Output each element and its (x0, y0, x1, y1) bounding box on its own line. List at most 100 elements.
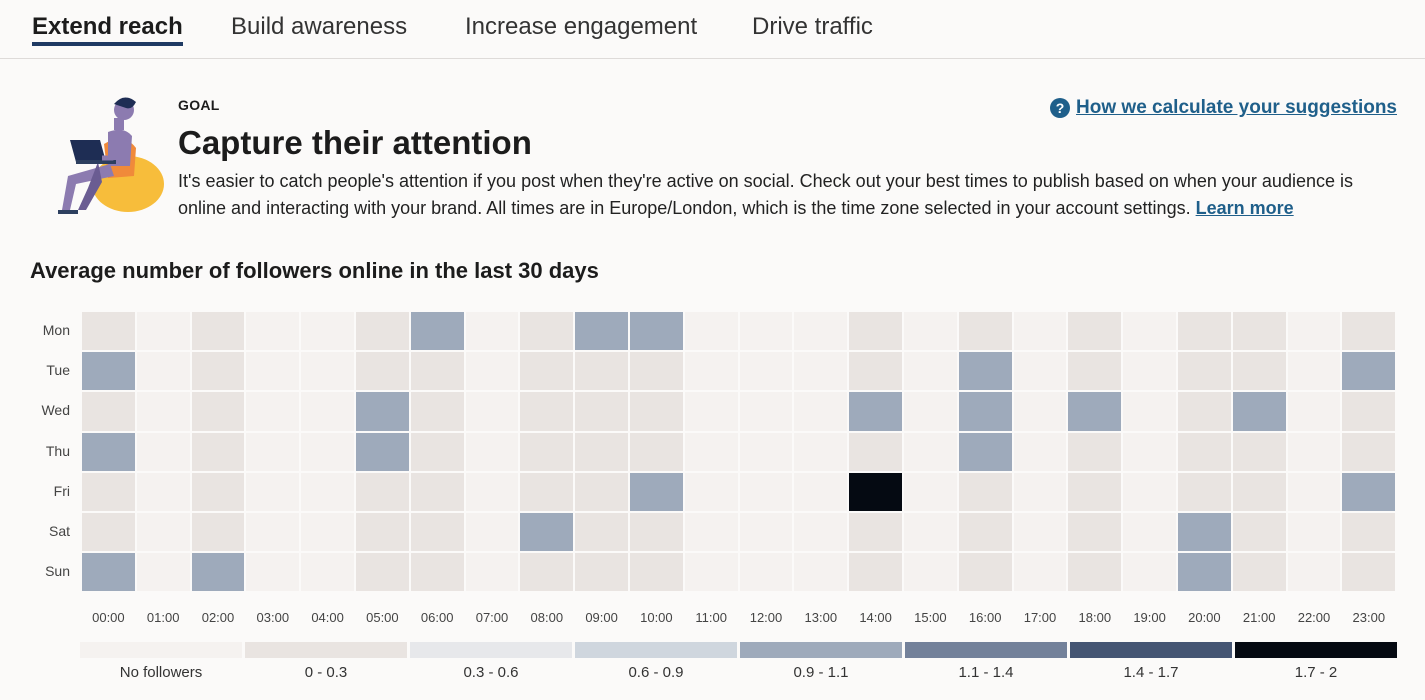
heatmap-cell-mon-1700[interactable] (1013, 312, 1067, 351)
heatmap-cell-sun-1000[interactable] (630, 553, 683, 592)
heatmap-cell-wed-1900[interactable] (1123, 392, 1176, 431)
heatmap-cell-mon-2200[interactable] (1287, 312, 1341, 351)
heatmap-cell-mon-0800[interactable] (520, 312, 574, 351)
heatmap-cell-tue-2000[interactable] (1178, 352, 1231, 391)
heatmap-cell-fri-1900[interactable] (1123, 472, 1176, 511)
heatmap-cell-sun-2100[interactable] (1232, 553, 1286, 592)
learn-more-link[interactable]: Learn more (1195, 198, 1294, 218)
heatmap-cell-tue-0700[interactable] (465, 352, 519, 391)
heatmap-cell-wed-1300[interactable] (794, 392, 848, 431)
heatmap-cell-fri-2300[interactable] (1342, 472, 1396, 511)
heatmap-cell-thu-1000[interactable] (630, 432, 683, 471)
heatmap-cell-sun-0600[interactable] (410, 553, 464, 592)
heatmap-cell-wed-2300[interactable] (1342, 392, 1396, 431)
heatmap-cell-sat-1200[interactable] (739, 513, 793, 552)
heatmap-cell-fri-0900[interactable] (575, 472, 628, 511)
heatmap-cell-fri-1800[interactable] (1068, 472, 1122, 511)
heatmap-cell-fri-0400[interactable] (301, 472, 354, 511)
heatmap-cell-fri-0000[interactable] (82, 472, 135, 511)
heatmap-cell-sun-2200[interactable] (1287, 553, 1341, 592)
heatmap-cell-thu-0200[interactable] (191, 432, 245, 471)
heatmap-cell-wed-2000[interactable] (1178, 392, 1231, 431)
heatmap-cell-fri-1700[interactable] (1013, 472, 1067, 511)
heatmap-cell-fri-0600[interactable] (410, 472, 464, 511)
heatmap-cell-wed-1500[interactable] (904, 392, 957, 431)
heatmap-cell-sat-1000[interactable] (630, 513, 683, 552)
heatmap-cell-tue-1900[interactable] (1123, 352, 1176, 391)
heatmap-cell-mon-0100[interactable] (136, 312, 190, 351)
heatmap-cell-fri-0500[interactable] (356, 472, 409, 511)
heatmap-cell-thu-1500[interactable] (904, 432, 957, 471)
heatmap-cell-tue-1400[interactable] (849, 352, 902, 391)
heatmap-cell-mon-0600[interactable] (410, 312, 464, 351)
heatmap-cell-wed-2100[interactable] (1232, 392, 1286, 431)
heatmap-cell-thu-0100[interactable] (136, 432, 190, 471)
heatmap-cell-thu-1800[interactable] (1068, 432, 1122, 471)
heatmap-cell-sun-0400[interactable] (301, 553, 354, 592)
heatmap-cell-tue-1800[interactable] (1068, 352, 1122, 391)
heatmap-cell-wed-0100[interactable] (136, 392, 190, 431)
heatmap-cell-mon-2100[interactable] (1232, 312, 1286, 351)
heatmap-cell-fri-2200[interactable] (1287, 472, 1341, 511)
heatmap-cell-thu-1300[interactable] (794, 432, 848, 471)
heatmap-cell-tue-1500[interactable] (904, 352, 957, 391)
heatmap-cell-sat-1500[interactable] (904, 513, 957, 552)
heatmap-cell-thu-1100[interactable] (684, 432, 738, 471)
heatmap-cell-tue-0800[interactable] (520, 352, 574, 391)
heatmap-cell-sun-0900[interactable] (575, 553, 628, 592)
tab-increase-engagement[interactable]: Increase engagement (465, 13, 698, 40)
heatmap-cell-thu-0500[interactable] (356, 432, 409, 471)
heatmap-cell-tue-1600[interactable] (958, 352, 1012, 391)
heatmap-cell-sun-1100[interactable] (684, 553, 738, 592)
heatmap-cell-sat-0700[interactable] (465, 513, 519, 552)
heatmap-cell-sat-1700[interactable] (1013, 513, 1067, 552)
heatmap-cell-wed-0200[interactable] (191, 392, 245, 431)
heatmap-cell-sat-2300[interactable] (1342, 513, 1396, 552)
heatmap-cell-tue-0300[interactable] (246, 352, 300, 391)
heatmap-cell-mon-0400[interactable] (301, 312, 354, 351)
heatmap-cell-sat-1900[interactable] (1123, 513, 1176, 552)
heatmap-cell-wed-0000[interactable] (82, 392, 135, 431)
heatmap-cell-sat-1300[interactable] (794, 513, 848, 552)
heatmap-cell-sun-1500[interactable] (904, 553, 957, 592)
heatmap-cell-sat-0300[interactable] (246, 513, 300, 552)
heatmap-cell-thu-1200[interactable] (739, 432, 793, 471)
heatmap-cell-thu-2300[interactable] (1342, 432, 1396, 471)
heatmap-cell-sun-1400[interactable] (849, 553, 902, 592)
heatmap-cell-mon-0200[interactable] (191, 312, 245, 351)
heatmap-cell-tue-1200[interactable] (739, 352, 793, 391)
heatmap-cell-sat-1100[interactable] (684, 513, 738, 552)
heatmap-cell-thu-2200[interactable] (1287, 432, 1341, 471)
tab-drive-traffic[interactable]: Drive traffic (752, 13, 873, 40)
heatmap-cell-sun-1800[interactable] (1068, 553, 1122, 592)
heatmap-cell-sun-0000[interactable] (82, 553, 135, 592)
heatmap-cell-tue-1000[interactable] (630, 352, 683, 391)
heatmap-cell-mon-1600[interactable] (958, 312, 1012, 351)
heatmap-cell-wed-0700[interactable] (465, 392, 519, 431)
heatmap-cell-thu-2000[interactable] (1178, 432, 1231, 471)
heatmap-cell-thu-0400[interactable] (301, 432, 354, 471)
how-we-calculate-link[interactable]: How we calculate your suggestions (1076, 97, 1397, 118)
heatmap-cell-mon-0500[interactable] (356, 312, 409, 351)
heatmap-cell-thu-0000[interactable] (82, 432, 135, 471)
heatmap-cell-sun-1700[interactable] (1013, 553, 1067, 592)
heatmap-cell-mon-0900[interactable] (575, 312, 628, 351)
heatmap-cell-sun-0300[interactable] (246, 553, 300, 592)
heatmap-cell-tue-2300[interactable] (1342, 352, 1396, 391)
heatmap-cell-mon-0000[interactable] (82, 312, 135, 351)
heatmap-cell-wed-0600[interactable] (410, 392, 464, 431)
heatmap-cell-sat-0900[interactable] (575, 513, 628, 552)
heatmap-cell-sun-0800[interactable] (520, 553, 574, 592)
heatmap-cell-tue-0900[interactable] (575, 352, 628, 391)
heatmap-cell-mon-1100[interactable] (684, 312, 738, 351)
heatmap-cell-wed-0900[interactable] (575, 392, 628, 431)
heatmap-cell-sat-1800[interactable] (1068, 513, 1122, 552)
heatmap-cell-sat-0400[interactable] (301, 513, 354, 552)
heatmap-cell-sat-2200[interactable] (1287, 513, 1341, 552)
heatmap-cell-wed-1000[interactable] (630, 392, 683, 431)
heatmap-cell-sun-0500[interactable] (356, 553, 409, 592)
heatmap-cell-mon-1300[interactable] (794, 312, 848, 351)
heatmap-cell-wed-0500[interactable] (356, 392, 409, 431)
heatmap-cell-thu-0800[interactable] (520, 432, 574, 471)
heatmap-cell-fri-1300[interactable] (794, 472, 848, 511)
